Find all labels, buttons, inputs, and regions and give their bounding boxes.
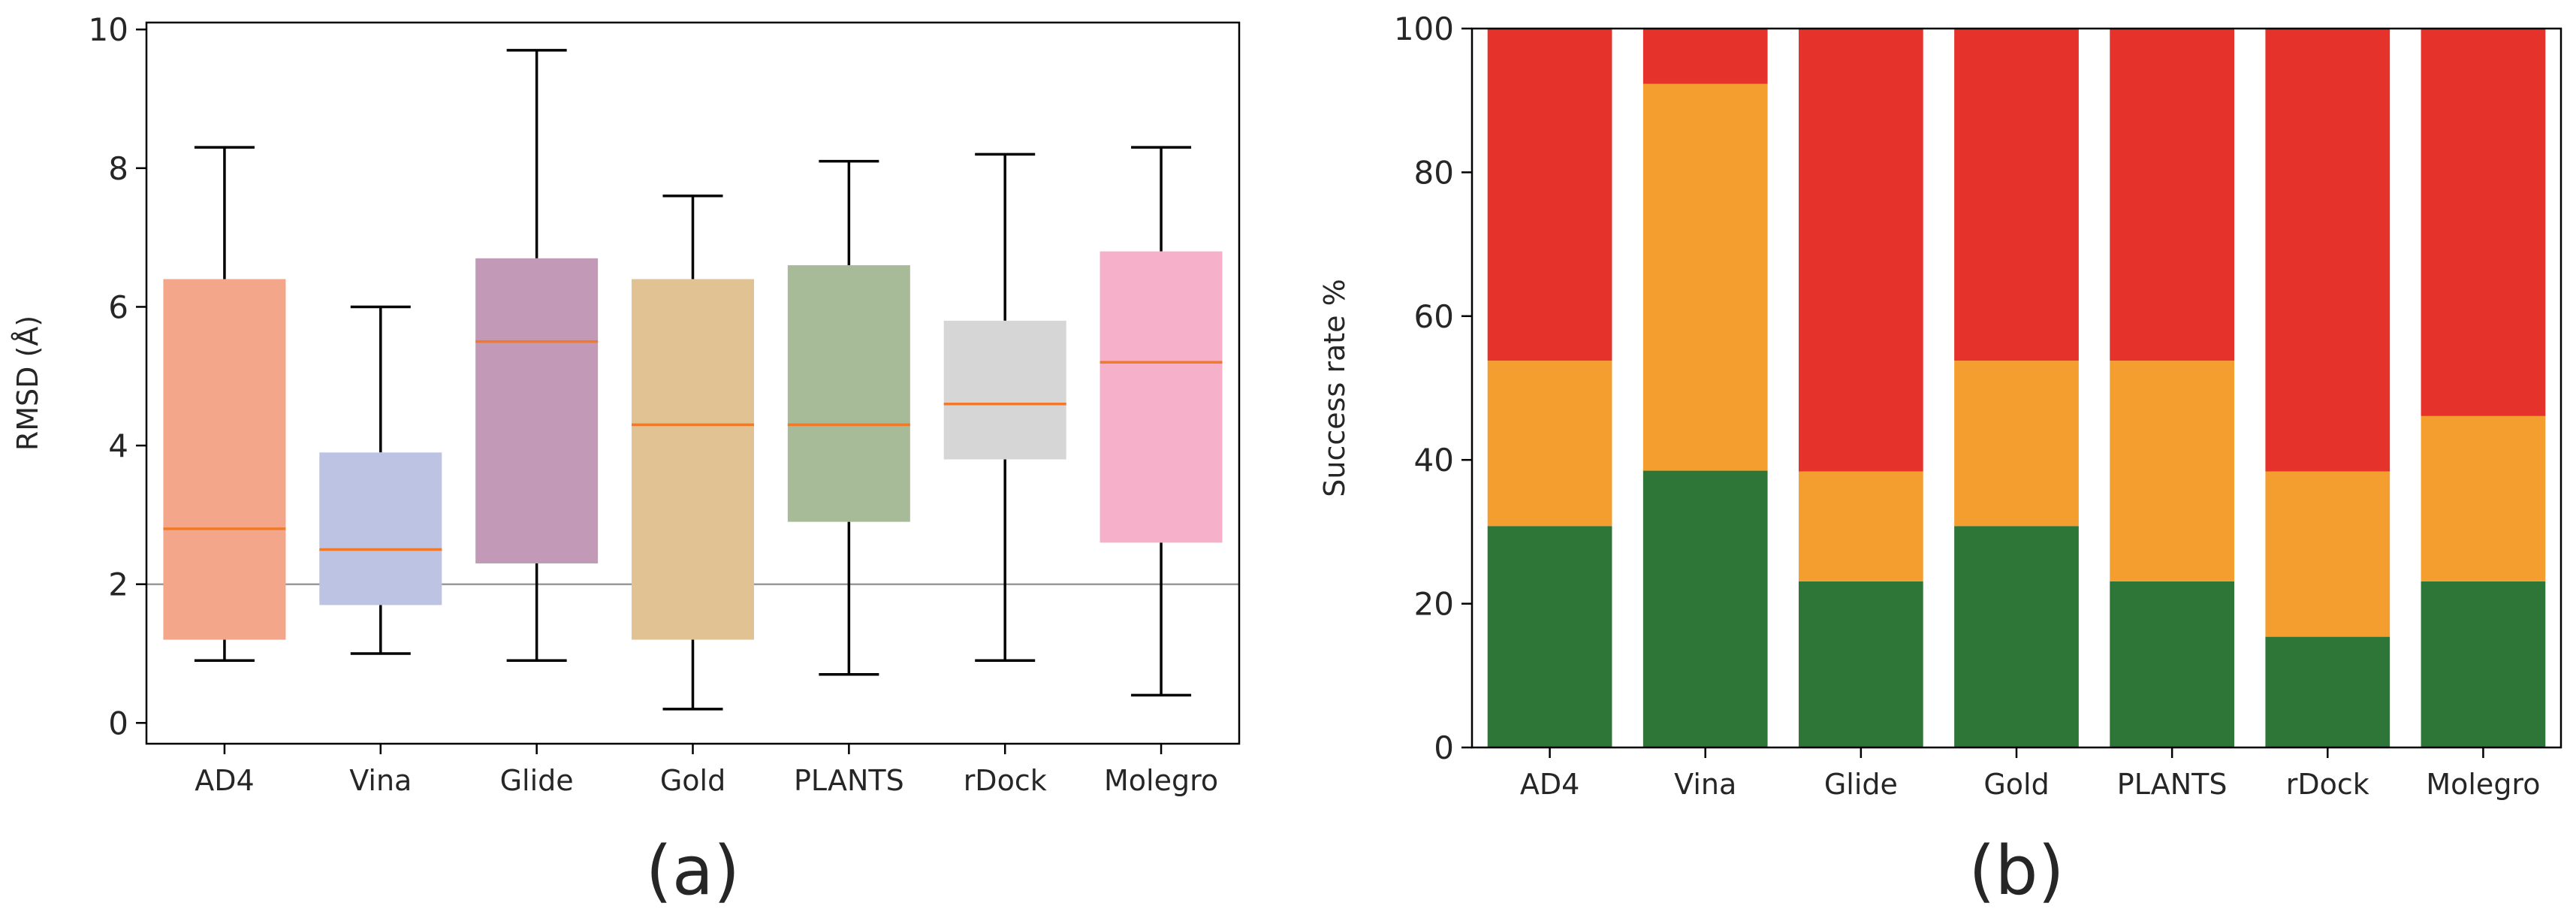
box-Gold	[632, 195, 754, 711]
bar-segment-2	[1487, 29, 1612, 361]
box-Vina	[319, 305, 442, 655]
x-tick-label: PLANTS	[2117, 768, 2228, 801]
x-tick-label: Gold	[1983, 768, 2049, 801]
bar-stack-Molegro	[2421, 29, 2546, 747]
y-axis-label: Success rate %	[1318, 279, 1351, 497]
y-tick-label: 8	[108, 150, 128, 187]
box-iqr	[319, 452, 442, 605]
box-PLANTS	[787, 159, 910, 676]
y-tick-label: 80	[1414, 154, 1454, 191]
bar-stack-PLANTS	[2110, 29, 2234, 747]
bar-stack-Gold	[1954, 29, 2079, 747]
bar-segment-2	[1642, 29, 1768, 84]
x-tick-label: Vina	[349, 764, 412, 797]
bar-segment-0	[2421, 581, 2546, 747]
box-iqr	[787, 265, 910, 522]
panel-a-boxplot: 0 2 4 6 8 10 AD4 Vina Glide Gold PLANTS rDock Molegr…	[11, 11, 1241, 910]
x-tick-label: Molegro	[1104, 764, 1218, 797]
bar-segment-1	[1642, 83, 1768, 471]
y-tick-label: 40	[1414, 442, 1454, 479]
bar-segment-1	[1799, 471, 1923, 581]
bar-stack-AD4	[1487, 29, 1612, 747]
panel-label: (b)	[1968, 832, 2064, 910]
box-iqr	[163, 279, 286, 640]
y-axis-label: RMSD (Å)	[11, 316, 44, 451]
bar-segment-2	[2110, 29, 2234, 361]
bar-segment-0	[1642, 470, 1768, 747]
bar-segment-1	[2265, 471, 2390, 637]
y-tick-label: 2	[108, 566, 128, 603]
x-tick-label: Glide	[500, 764, 574, 797]
box-iqr	[1099, 251, 1223, 543]
box-iqr	[475, 258, 599, 563]
box-iqr	[943, 320, 1066, 460]
bar-segment-1	[2421, 415, 2546, 581]
bar-segment-1	[1954, 361, 2079, 527]
x-tick-label: Vina	[1674, 768, 1736, 801]
bar-stack-Glide	[1799, 29, 1923, 747]
x-tick-label: Molegro	[2426, 768, 2540, 801]
box-Molegro	[1099, 146, 1223, 697]
bar-segment-2	[1954, 29, 2079, 361]
y-tick-label: 0	[108, 705, 128, 741]
box-iqr	[632, 279, 754, 640]
x-tick-label: Glide	[1824, 768, 1898, 801]
box-rDock	[943, 152, 1066, 662]
y-tick-label: 4	[108, 427, 128, 464]
bar-segment-0	[1487, 526, 1612, 747]
box-AD4	[163, 146, 286, 662]
box-Glide	[475, 49, 599, 662]
bar-segment-1	[2110, 361, 2234, 581]
bar-segment-0	[2265, 636, 2390, 747]
bar-stack-Vina	[1642, 29, 1768, 747]
y-tick-label: 10	[89, 11, 128, 48]
y-tick-label: 60	[1414, 298, 1454, 335]
bar-segment-2	[2265, 29, 2390, 472]
x-tick-label: AD4	[1520, 768, 1579, 801]
x-tick-label: PLANTS	[794, 764, 904, 797]
bar-segment-0	[1954, 526, 2079, 747]
x-tick-label: Gold	[660, 764, 725, 797]
x-tick-label: rDock	[2286, 768, 2369, 801]
panel-label: (a)	[646, 832, 740, 910]
x-tick-label: rDock	[964, 764, 1047, 797]
y-tick-label: 0	[1434, 729, 1454, 766]
bar-segment-0	[2110, 581, 2234, 747]
bar-segment-1	[1487, 361, 1612, 527]
bar-segment-2	[2421, 29, 2546, 416]
y-tick-label: 6	[108, 288, 128, 325]
bar-segment-2	[1799, 29, 1923, 472]
bar-segment-0	[1799, 581, 1923, 747]
bar-stack-rDock	[2265, 29, 2390, 747]
x-tick-label: AD4	[195, 764, 254, 797]
y-tick-label: 100	[1394, 11, 1454, 47]
panel-b-stacked-bar: 0 20 40 60 80 100 AD4 Vina Glide Gold PLANTS rDock M…	[1318, 11, 2562, 910]
y-tick-label: 20	[1414, 586, 1454, 623]
